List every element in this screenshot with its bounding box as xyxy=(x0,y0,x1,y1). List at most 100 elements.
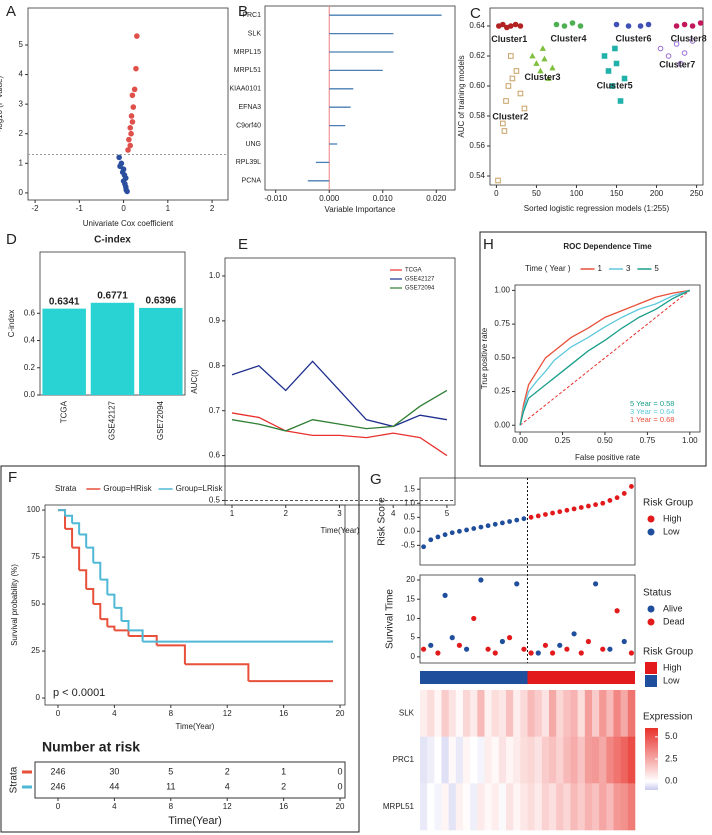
x-tick-label: 2 xyxy=(210,204,215,213)
legend-label: GSE72094 xyxy=(405,286,435,292)
heatmap-cell xyxy=(592,783,600,831)
point xyxy=(673,41,680,47)
point xyxy=(561,23,568,29)
x-tick-label: 3 xyxy=(337,509,342,518)
heatmap-cell xyxy=(420,783,428,831)
point xyxy=(125,147,131,153)
heatmap-cell xyxy=(613,690,621,737)
point xyxy=(500,120,506,127)
legend-label: Alive xyxy=(663,603,683,613)
point xyxy=(457,528,462,534)
legend-label: Low xyxy=(663,675,680,685)
point xyxy=(514,517,520,523)
survival-step xyxy=(57,509,67,529)
heatmap-cell xyxy=(470,736,478,784)
point xyxy=(128,113,135,119)
point xyxy=(539,45,546,51)
point xyxy=(545,75,552,81)
point xyxy=(681,21,688,28)
heatmap-cell xyxy=(470,690,478,737)
x-tick-label: 2 xyxy=(283,509,288,518)
point xyxy=(508,53,514,59)
bar xyxy=(90,302,135,395)
cluster-label: Cluster6 xyxy=(616,34,652,44)
point xyxy=(621,75,628,82)
heatmap-cell xyxy=(620,690,629,737)
point xyxy=(119,169,126,175)
heatmap-cell xyxy=(455,690,464,737)
point xyxy=(528,514,534,520)
x-axis-label: Univariate Cox coefficient xyxy=(83,219,174,228)
heatmap-cell xyxy=(441,783,449,831)
legend-label: Group=HRisk xyxy=(103,484,152,493)
point xyxy=(133,65,139,72)
heatmap-cell xyxy=(613,783,621,831)
x-axis-label: Sorted logistic regression models (1:255… xyxy=(524,204,670,213)
panel-label: E xyxy=(238,236,248,253)
point xyxy=(124,188,130,195)
y-axis-label: Survival probability (%) xyxy=(10,564,19,646)
heatmap-cell xyxy=(534,736,543,784)
y-tick-label: EFNA3 xyxy=(238,104,261,111)
x-tick-label: 50 xyxy=(532,189,541,198)
x-tick-label: 4 xyxy=(112,709,117,718)
y-axis-label: Survival Time xyxy=(385,589,396,649)
y-tick-label: 0.0 xyxy=(404,526,416,535)
point xyxy=(657,45,664,52)
point xyxy=(127,125,134,131)
survival-step xyxy=(156,644,186,665)
x-tick-label: 0 xyxy=(494,189,499,198)
point xyxy=(464,527,469,533)
survival-step xyxy=(100,578,109,595)
y-tick-label: 0 xyxy=(36,693,41,702)
survival-step xyxy=(128,629,144,642)
colorbar-label: 0.0 xyxy=(665,776,678,786)
cluster-label: Cluster7 xyxy=(659,59,695,69)
line xyxy=(231,412,448,457)
y-tick-label: 0.7 xyxy=(209,406,221,415)
y-tick-label: -0.5 xyxy=(401,540,415,549)
legend-label: 1 xyxy=(598,264,603,273)
heatmap-cell xyxy=(463,783,471,831)
y-tick-label: 4 xyxy=(19,70,24,79)
point xyxy=(550,510,555,516)
point xyxy=(500,21,506,28)
point xyxy=(507,519,512,524)
panel-label: H xyxy=(483,236,494,253)
panel-label: C xyxy=(470,5,481,22)
gene-label: MRPL51 xyxy=(383,802,415,811)
heatmap-cell xyxy=(556,783,564,831)
point xyxy=(549,650,556,656)
point xyxy=(514,581,520,587)
value-label: 0.6396 xyxy=(146,296,177,307)
point xyxy=(485,646,491,652)
x-tick-label: 0.50 xyxy=(597,436,613,445)
point xyxy=(485,523,491,529)
heatmap-cell xyxy=(584,783,593,831)
heatmap-cell xyxy=(477,783,485,831)
y-tick-label: 0.75 xyxy=(494,319,510,328)
heatmap-cell xyxy=(513,690,521,737)
point xyxy=(128,130,134,137)
risk-strip xyxy=(420,671,528,684)
point xyxy=(521,516,527,522)
x-tick-label: TCGA xyxy=(59,400,68,423)
x-axis-label: Time(Year) xyxy=(176,722,215,731)
heatmap-cell xyxy=(541,690,550,737)
y-tick-label: 0.62 xyxy=(469,51,485,60)
heatmap-cell xyxy=(498,783,507,831)
y-axis-label: C-index xyxy=(7,310,16,338)
point xyxy=(614,495,620,501)
x-tick-label: 5 xyxy=(445,509,450,518)
cluster-label: Cluster3 xyxy=(524,72,560,82)
x-tick-label: 20 xyxy=(336,802,345,811)
y-tick-label: C9orf40 xyxy=(236,122,261,129)
survival-step xyxy=(107,625,116,631)
line xyxy=(519,289,690,426)
heatmap-cell xyxy=(606,783,614,831)
survival-step xyxy=(107,593,116,608)
heatmap-cell xyxy=(420,736,428,784)
heatmap-cell xyxy=(491,783,500,831)
legend-label: 5 xyxy=(654,264,659,273)
point xyxy=(535,650,541,656)
